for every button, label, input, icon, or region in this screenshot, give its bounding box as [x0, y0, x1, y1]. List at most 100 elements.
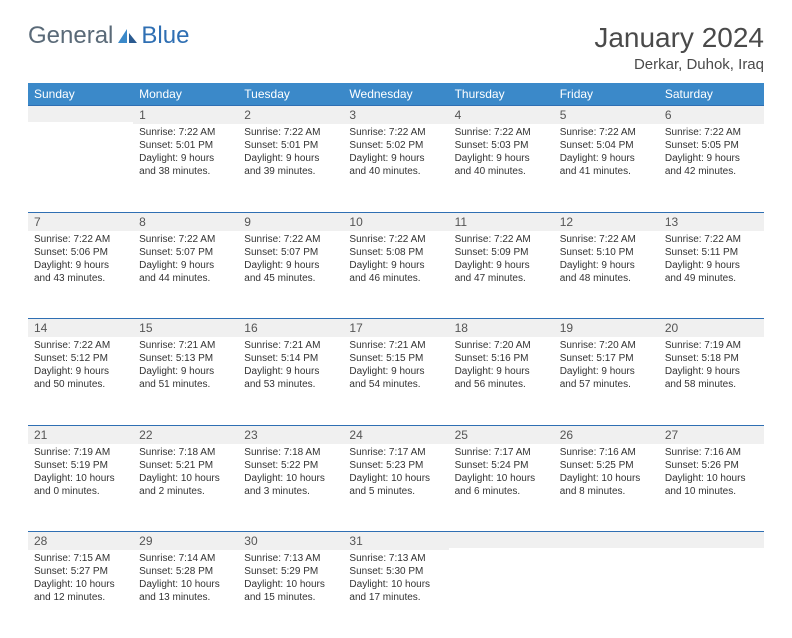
daynum-row: 78910111213 — [28, 212, 764, 231]
day-cell: Sunrise: 7:22 AMSunset: 5:01 PMDaylight:… — [238, 124, 343, 212]
day-cell: Sunrise: 7:22 AMSunset: 5:08 PMDaylight:… — [343, 231, 448, 319]
day-cell: Sunrise: 7:19 AMSunset: 5:19 PMDaylight:… — [28, 444, 133, 532]
day-number: 2 — [238, 106, 343, 124]
day-info: Sunrise: 7:22 AMSunset: 5:02 PMDaylight:… — [349, 126, 442, 178]
day-cell — [449, 550, 554, 638]
logo-text-1: General — [28, 22, 113, 50]
day-cell: Sunrise: 7:21 AMSunset: 5:15 PMDaylight:… — [343, 337, 448, 425]
day-info: Sunrise: 7:18 AMSunset: 5:22 PMDaylight:… — [244, 446, 337, 498]
day-cell: Sunrise: 7:19 AMSunset: 5:18 PMDaylight:… — [659, 337, 764, 425]
day-info: Sunrise: 7:19 AMSunset: 5:18 PMDaylight:… — [665, 339, 758, 391]
day-info: Sunrise: 7:22 AMSunset: 5:07 PMDaylight:… — [139, 233, 232, 285]
dayinfo-row: Sunrise: 7:22 AMSunset: 5:06 PMDaylight:… — [28, 231, 764, 319]
day-number: 24 — [343, 426, 448, 444]
day-number: 14 — [28, 319, 133, 337]
day-info: Sunrise: 7:17 AMSunset: 5:23 PMDaylight:… — [349, 446, 442, 498]
empty-day — [554, 532, 659, 548]
day-cell: Sunrise: 7:22 AMSunset: 5:05 PMDaylight:… — [659, 124, 764, 212]
dayinfo-row: Sunrise: 7:22 AMSunset: 5:01 PMDaylight:… — [28, 124, 764, 212]
day-header: Wednesday — [343, 83, 448, 106]
day-info: Sunrise: 7:22 AMSunset: 5:12 PMDaylight:… — [34, 339, 127, 391]
day-cell: Sunrise: 7:14 AMSunset: 5:28 PMDaylight:… — [133, 550, 238, 638]
day-cell: Sunrise: 7:16 AMSunset: 5:26 PMDaylight:… — [659, 444, 764, 532]
day-number: 17 — [343, 319, 448, 337]
logo: General Blue — [28, 22, 189, 50]
day-cell — [28, 124, 133, 212]
day-info: Sunrise: 7:14 AMSunset: 5:28 PMDaylight:… — [139, 552, 232, 604]
day-number: 30 — [238, 532, 343, 550]
calendar-table: SundayMondayTuesdayWednesdayThursdayFrid… — [28, 83, 764, 638]
day-cell — [554, 550, 659, 638]
day-info: Sunrise: 7:22 AMSunset: 5:01 PMDaylight:… — [244, 126, 337, 178]
dayinfo-row: Sunrise: 7:22 AMSunset: 5:12 PMDaylight:… — [28, 337, 764, 425]
day-number: 18 — [449, 319, 554, 337]
dayinfo-row: Sunrise: 7:19 AMSunset: 5:19 PMDaylight:… — [28, 444, 764, 532]
day-info: Sunrise: 7:13 AMSunset: 5:30 PMDaylight:… — [349, 552, 442, 604]
empty-day — [449, 532, 554, 548]
day-cell: Sunrise: 7:22 AMSunset: 5:11 PMDaylight:… — [659, 231, 764, 319]
day-header: Saturday — [659, 83, 764, 106]
day-info: Sunrise: 7:22 AMSunset: 5:09 PMDaylight:… — [455, 233, 548, 285]
day-info: Sunrise: 7:21 AMSunset: 5:15 PMDaylight:… — [349, 339, 442, 391]
day-number: 7 — [28, 213, 133, 231]
day-info: Sunrise: 7:20 AMSunset: 5:16 PMDaylight:… — [455, 339, 548, 391]
day-info: Sunrise: 7:22 AMSunset: 5:07 PMDaylight:… — [244, 233, 337, 285]
day-info: Sunrise: 7:17 AMSunset: 5:24 PMDaylight:… — [455, 446, 548, 498]
page-header: General Blue January 2024 Derkar, Duhok,… — [28, 22, 764, 73]
day-header: Thursday — [449, 83, 554, 106]
day-number: 29 — [133, 532, 238, 550]
day-cell: Sunrise: 7:16 AMSunset: 5:25 PMDaylight:… — [554, 444, 659, 532]
day-number: 21 — [28, 426, 133, 444]
day-info: Sunrise: 7:21 AMSunset: 5:14 PMDaylight:… — [244, 339, 337, 391]
day-cell: Sunrise: 7:17 AMSunset: 5:24 PMDaylight:… — [449, 444, 554, 532]
day-number: 5 — [554, 106, 659, 124]
day-cell: Sunrise: 7:22 AMSunset: 5:04 PMDaylight:… — [554, 124, 659, 212]
day-info: Sunrise: 7:22 AMSunset: 5:04 PMDaylight:… — [560, 126, 653, 178]
day-cell: Sunrise: 7:22 AMSunset: 5:10 PMDaylight:… — [554, 231, 659, 319]
day-number: 10 — [343, 213, 448, 231]
day-info: Sunrise: 7:22 AMSunset: 5:05 PMDaylight:… — [665, 126, 758, 178]
dayinfo-row: Sunrise: 7:15 AMSunset: 5:27 PMDaylight:… — [28, 550, 764, 638]
day-header: Tuesday — [238, 83, 343, 106]
day-info: Sunrise: 7:22 AMSunset: 5:06 PMDaylight:… — [34, 233, 127, 285]
day-cell: Sunrise: 7:22 AMSunset: 5:07 PMDaylight:… — [133, 231, 238, 319]
day-number: 20 — [659, 319, 764, 337]
day-number: 9 — [238, 213, 343, 231]
day-header: Sunday — [28, 83, 133, 106]
day-info: Sunrise: 7:21 AMSunset: 5:13 PMDaylight:… — [139, 339, 232, 391]
day-number: 6 — [659, 106, 764, 124]
daynum-row: 28293031 — [28, 532, 764, 551]
day-info: Sunrise: 7:16 AMSunset: 5:25 PMDaylight:… — [560, 446, 653, 498]
daynum-row: 123456 — [28, 106, 764, 125]
day-number: 26 — [554, 426, 659, 444]
day-info: Sunrise: 7:22 AMSunset: 5:03 PMDaylight:… — [455, 126, 548, 178]
day-cell — [659, 550, 764, 638]
day-info: Sunrise: 7:19 AMSunset: 5:19 PMDaylight:… — [34, 446, 127, 498]
day-cell: Sunrise: 7:20 AMSunset: 5:16 PMDaylight:… — [449, 337, 554, 425]
day-number: 19 — [554, 319, 659, 337]
daynum-row: 14151617181920 — [28, 319, 764, 338]
day-number: 4 — [449, 106, 554, 124]
day-info: Sunrise: 7:22 AMSunset: 5:01 PMDaylight:… — [139, 126, 232, 178]
day-info: Sunrise: 7:13 AMSunset: 5:29 PMDaylight:… — [244, 552, 337, 604]
day-number: 31 — [343, 532, 448, 550]
day-cell: Sunrise: 7:18 AMSunset: 5:21 PMDaylight:… — [133, 444, 238, 532]
day-number: 23 — [238, 426, 343, 444]
day-number: 12 — [554, 213, 659, 231]
empty-day — [28, 106, 133, 122]
title-block: January 2024 Derkar, Duhok, Iraq — [594, 22, 764, 73]
day-number: 25 — [449, 426, 554, 444]
day-info: Sunrise: 7:15 AMSunset: 5:27 PMDaylight:… — [34, 552, 127, 604]
day-cell: Sunrise: 7:13 AMSunset: 5:30 PMDaylight:… — [343, 550, 448, 638]
day-cell: Sunrise: 7:17 AMSunset: 5:23 PMDaylight:… — [343, 444, 448, 532]
day-info: Sunrise: 7:22 AMSunset: 5:11 PMDaylight:… — [665, 233, 758, 285]
day-header: Monday — [133, 83, 238, 106]
day-cell: Sunrise: 7:22 AMSunset: 5:06 PMDaylight:… — [28, 231, 133, 319]
day-info: Sunrise: 7:22 AMSunset: 5:08 PMDaylight:… — [349, 233, 442, 285]
day-cell: Sunrise: 7:22 AMSunset: 5:01 PMDaylight:… — [133, 124, 238, 212]
day-cell: Sunrise: 7:22 AMSunset: 5:03 PMDaylight:… — [449, 124, 554, 212]
day-cell: Sunrise: 7:21 AMSunset: 5:13 PMDaylight:… — [133, 337, 238, 425]
day-header-row: SundayMondayTuesdayWednesdayThursdayFrid… — [28, 83, 764, 106]
day-cell: Sunrise: 7:22 AMSunset: 5:09 PMDaylight:… — [449, 231, 554, 319]
day-number: 27 — [659, 426, 764, 444]
